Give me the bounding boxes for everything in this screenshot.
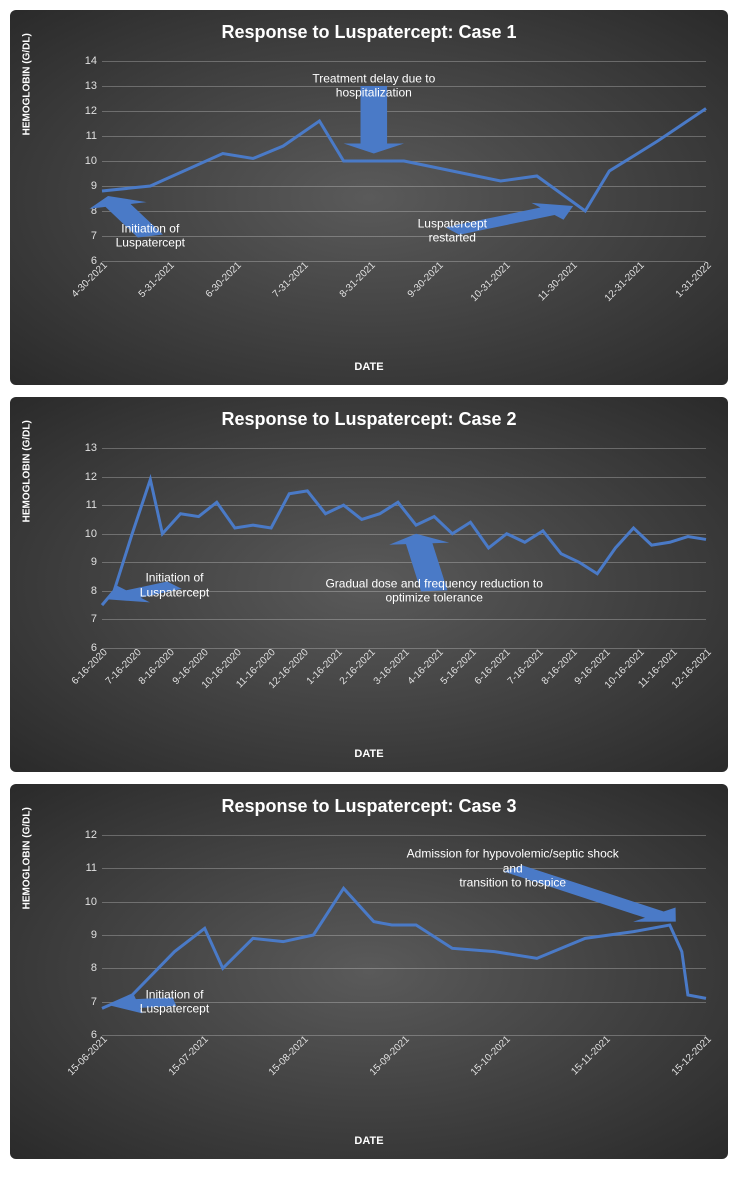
annotation-text: Luspaterceptrestarted	[342, 217, 562, 246]
y-tick-label: 7	[77, 613, 97, 625]
y-tick-label: 9	[77, 929, 97, 941]
x-axis-label: DATE	[22, 361, 716, 373]
y-tick-label: 12	[77, 105, 97, 117]
annotation-text: Admission for hypovolemic/septic shock a…	[403, 847, 623, 890]
y-tick-label: 13	[77, 442, 97, 454]
y-tick-label: 10	[77, 896, 97, 908]
plot-region: 678910111215-06-202115-07-202115-08-2021…	[102, 835, 706, 1035]
x-tick-label: 9-30-2021	[405, 260, 445, 300]
x-tick-label: 11-30-2021	[536, 260, 579, 303]
chart-area: HEMOGLOBIN (G/DL)678910111215-06-202115-…	[72, 825, 706, 1085]
y-tick-label: 6	[77, 1029, 97, 1041]
x-tick-label: 15-07-2021	[166, 1034, 210, 1078]
chart-title: Response to Luspatercept: Case 1	[22, 22, 716, 43]
plot-region: 678910111213144-30-20215-31-20216-30-202…	[102, 61, 706, 261]
plot-region: 6789101112136-16-20207-16-20208-16-20209…	[102, 448, 706, 648]
y-tick-label: 8	[77, 205, 97, 217]
annotation-text: Gradual dose and frequency reduction too…	[324, 576, 544, 605]
x-tick-label: 7-31-2021	[271, 260, 311, 300]
x-tick-label: 15-08-2021	[267, 1034, 311, 1078]
annotation-text: Initiation ofLuspatercept	[64, 987, 284, 1016]
x-axis-label: DATE	[22, 1135, 716, 1147]
y-tick-label: 9	[77, 556, 97, 568]
data-line-svg	[102, 448, 706, 648]
y-tick-label: 12	[77, 829, 97, 841]
x-tick-label: 3-16-2021	[372, 647, 412, 687]
y-axis-label: HEMOGLOBIN (G/DL)	[22, 807, 33, 909]
x-tick-label: 15-12-2021	[670, 1034, 714, 1078]
y-tick-label: 14	[77, 55, 97, 67]
data-path	[102, 109, 706, 212]
y-tick-label: 10	[77, 155, 97, 167]
y-tick-label: 13	[77, 80, 97, 92]
x-tick-label: 8-31-2021	[338, 260, 378, 300]
x-axis-label: DATE	[22, 748, 716, 760]
y-tick-label: 6	[77, 255, 97, 267]
y-tick-label: 11	[77, 499, 97, 511]
y-tick-label: 11	[77, 130, 97, 142]
annotation-text: Initiation ofLuspatercept	[64, 571, 284, 600]
y-tick-label: 8	[77, 962, 97, 974]
y-axis-label: HEMOGLOBIN (G/DL)	[22, 33, 33, 135]
x-tick-label: 15-10-2021	[468, 1034, 512, 1078]
chart-panel-case-1: Response to Luspatercept: Case 1HEMOGLOB…	[10, 10, 728, 385]
y-tick-label: 9	[77, 180, 97, 192]
chart-area: HEMOGLOBIN (G/DL)678910111213144-30-2021…	[72, 51, 706, 311]
chart-panel-case-2: Response to Luspatercept: Case 2HEMOGLOB…	[10, 397, 728, 772]
annotation-text: Treatment delay due tohospitalization	[264, 72, 484, 101]
x-tick-label: 10-31-2021	[468, 260, 512, 304]
chart-title: Response to Luspatercept: Case 3	[22, 796, 716, 817]
chart-panel-case-3: Response to Luspatercept: Case 3HEMOGLOB…	[10, 784, 728, 1159]
grid-line	[102, 261, 706, 262]
x-tick-label: 6-30-2021	[204, 260, 244, 300]
y-tick-label: 6	[77, 642, 97, 654]
chart-title: Response to Luspatercept: Case 2	[22, 409, 716, 430]
y-axis-label: HEMOGLOBIN (G/DL)	[22, 420, 33, 522]
y-tick-label: 11	[77, 862, 97, 874]
x-tick-label: 12-31-2021	[603, 260, 647, 304]
y-tick-label: 10	[77, 528, 97, 540]
x-tick-label: 15-09-2021	[368, 1034, 412, 1078]
x-tick-label: 5-31-2021	[137, 260, 177, 300]
chart-area: HEMOGLOBIN (G/DL)6789101112136-16-20207-…	[72, 438, 706, 698]
x-tick-label: 15-11-2021	[570, 1034, 613, 1077]
y-tick-label: 12	[77, 471, 97, 483]
annotation-text: Initiation ofLuspatercept	[40, 222, 260, 251]
x-tick-label: 1-31-2022	[674, 260, 714, 300]
